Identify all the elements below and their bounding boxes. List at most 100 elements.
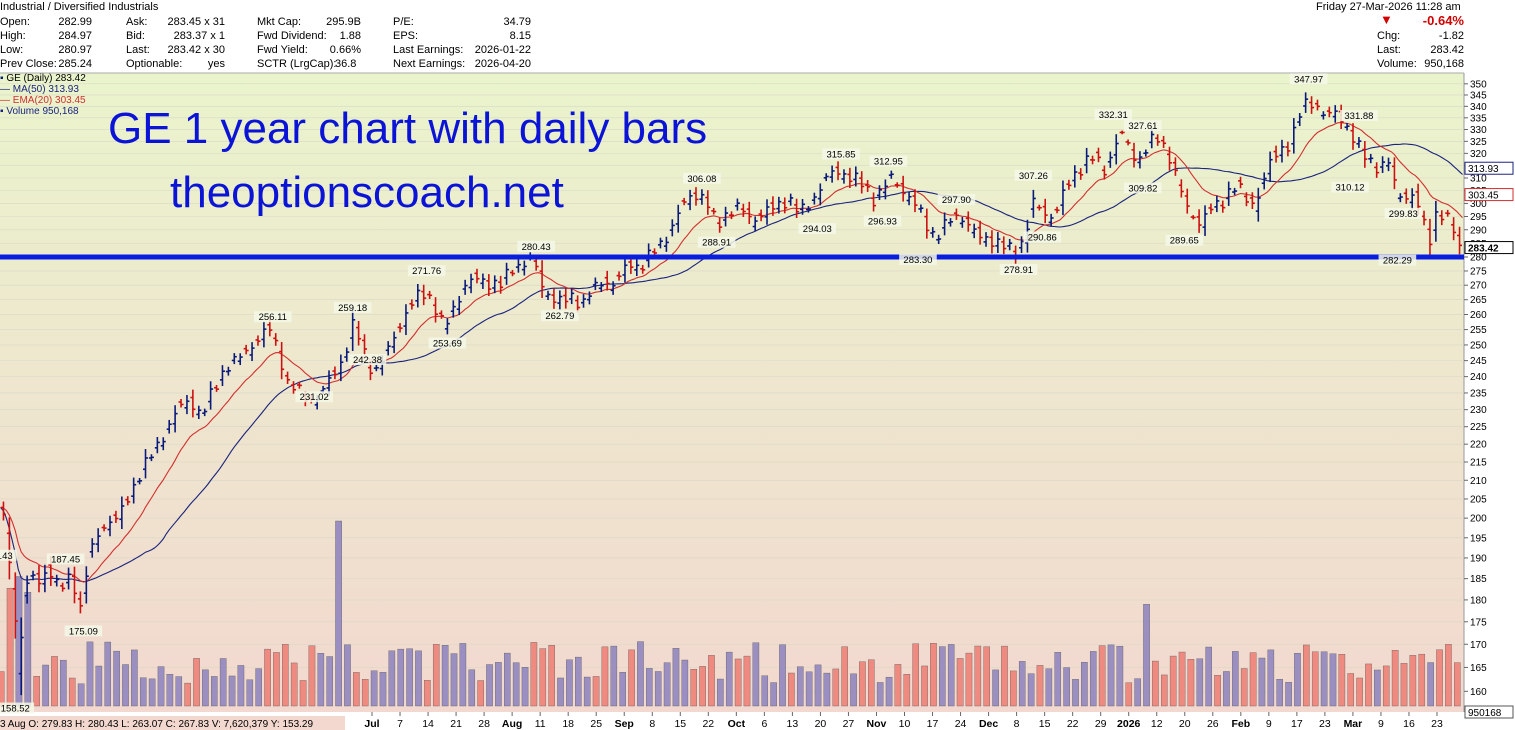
price-bar — [36, 565, 42, 593]
price-bar — [350, 307, 356, 351]
volume-bar — [1285, 682, 1292, 707]
volume-bar — [1338, 654, 1346, 707]
volume-bar — [725, 651, 733, 707]
volume-bar — [1391, 650, 1399, 707]
price-bar — [1433, 200, 1439, 242]
price-bar — [894, 182, 900, 188]
last2-value: 283.42 — [1430, 44, 1464, 56]
price-bar — [409, 299, 415, 310]
price-bar — [817, 183, 823, 206]
x-tick-label: 12 — [1151, 718, 1163, 730]
volume-bar — [1010, 670, 1017, 707]
price-bar — [989, 230, 995, 254]
price-bar — [622, 257, 628, 283]
price-bar — [1184, 188, 1190, 214]
x-tick-label: 8 — [1014, 718, 1020, 730]
price-bar — [66, 567, 72, 590]
volume-bar — [1178, 651, 1186, 707]
volume-bar — [992, 669, 999, 707]
price-tick-label: 170 — [1470, 640, 1487, 651]
price-annotation: 307.26 — [1019, 171, 1048, 182]
price-bar — [1149, 128, 1155, 149]
volume-bar — [663, 662, 671, 707]
volume-bar — [779, 644, 786, 707]
volume-bar — [1081, 662, 1088, 707]
price-bar — [1190, 215, 1196, 220]
volume-bar — [672, 648, 680, 707]
price-bar — [338, 354, 344, 382]
price-annotation: 256.11 — [259, 312, 287, 323]
volume-bar — [1454, 662, 1461, 707]
price-bar — [1030, 189, 1036, 218]
annotation-bg — [46, 553, 85, 565]
prev-close-value: 285.24 — [58, 58, 92, 70]
volume-bar — [1001, 645, 1008, 707]
price-bar — [1178, 179, 1184, 198]
overlay-website: theoptionscoach.net — [170, 168, 564, 217]
price-bar — [113, 510, 119, 523]
price-bar — [888, 170, 894, 179]
price-bar — [788, 193, 794, 206]
volume-bar — [548, 645, 555, 707]
x-tick-label: 17 — [927, 718, 939, 730]
price-bar — [942, 212, 948, 236]
volume-bar — [805, 671, 813, 707]
volume-bar — [184, 682, 191, 707]
volume-bar — [415, 650, 422, 707]
price-bar — [1101, 165, 1107, 180]
x-tick-label: 6 — [761, 718, 767, 730]
price-annotation: 310.12 — [1336, 183, 1365, 194]
price-bar — [711, 207, 717, 215]
volume-bar — [450, 653, 458, 707]
ask-value: 283.45 x 31 — [167, 16, 226, 28]
price-bar — [805, 206, 811, 213]
x-tick-label: 7 — [397, 718, 403, 730]
x-tick-label: Jul — [364, 718, 379, 730]
volume-bar — [282, 644, 289, 707]
volume-bar — [717, 678, 724, 707]
x-tick-label: 25 — [590, 718, 602, 730]
volume-bar — [24, 592, 32, 707]
price-bar — [871, 192, 877, 212]
volume-bar — [1329, 653, 1337, 707]
plot-background — [0, 73, 1464, 712]
price-bar — [1267, 151, 1273, 183]
volume-bar — [139, 677, 147, 707]
volume-bar — [850, 673, 857, 707]
price-bar — [492, 275, 498, 294]
price-bar — [551, 288, 557, 309]
volume-bar — [1018, 661, 1026, 707]
price-bar — [1208, 203, 1214, 215]
volume-bar — [1276, 679, 1283, 707]
price-bar — [296, 381, 302, 389]
price-bar — [876, 185, 882, 201]
price-bar — [1143, 149, 1149, 157]
price-tick-label: 200 — [1470, 514, 1487, 525]
price-bar — [1374, 162, 1380, 178]
price-tick-label: 220 — [1470, 440, 1487, 451]
volume-value: 950,168 — [1424, 58, 1464, 70]
volume-bar — [868, 659, 875, 707]
volume-bar — [521, 667, 529, 707]
date-label: Friday 27-Mar-2026 11:28 am — [1316, 1, 1461, 13]
high-label: High: — [0, 30, 26, 42]
price-bar — [1107, 151, 1113, 168]
volume-bar — [1152, 660, 1159, 707]
price-bar — [800, 198, 806, 215]
volume-bar — [166, 674, 174, 707]
prev-close-label: Prev Close: — [0, 58, 57, 70]
price-tick-label: 235 — [1470, 388, 1487, 399]
price-bar — [160, 437, 166, 451]
price-bar — [143, 449, 149, 479]
legend-ma50-text: MA(50) 313.93 — [12, 84, 79, 95]
volume-bar — [379, 672, 387, 707]
x-tick-label: 24 — [955, 718, 967, 730]
price-bar — [427, 290, 433, 299]
price-bar — [95, 528, 101, 553]
annotation-bg — [1094, 109, 1133, 121]
value-tag — [1464, 241, 1514, 255]
price-bar — [669, 219, 675, 237]
price-annotation: 289.65 — [1170, 236, 1199, 247]
last2-label: Last: — [1377, 44, 1401, 56]
